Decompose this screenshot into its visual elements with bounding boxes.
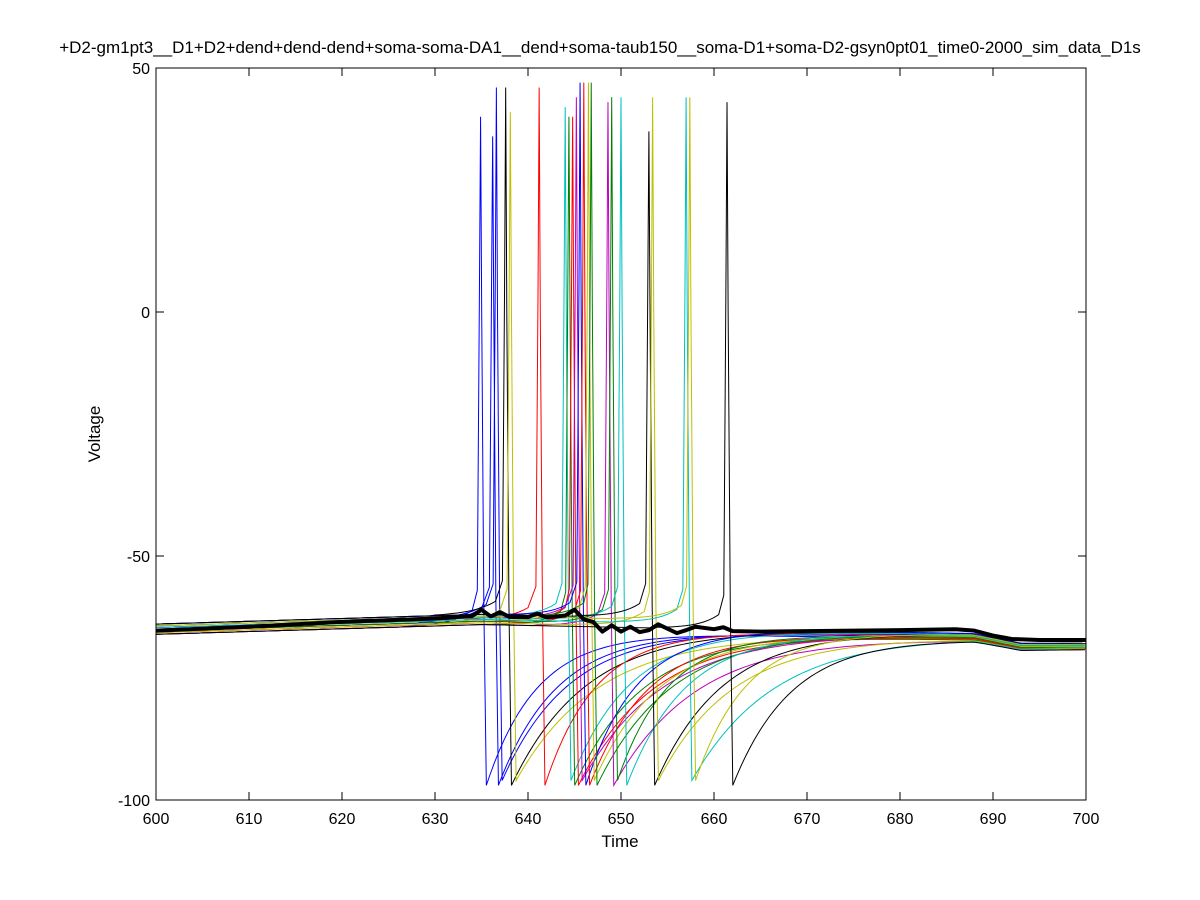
x-tick-label: 600 [143,811,170,828]
spike-trace [156,97,1086,781]
x-tick-label: 700 [1073,811,1100,828]
y-axis-label: Voltage [85,406,104,463]
x-tick-label: 610 [236,811,263,828]
spike-trace [156,97,1086,781]
y-tick-label: 50 [132,61,150,78]
x-tick-label: 670 [794,811,821,828]
x-tick-label: 640 [515,811,542,828]
x-axis-label: Time [601,832,638,851]
y-tick-label: -50 [127,549,150,566]
y-tick-label: -100 [118,793,150,810]
x-tick-label: 620 [329,811,356,828]
x-tick-label: 650 [608,811,635,828]
y-axis: 50 0 -50 -100 [118,61,1086,810]
x-axis: 600 610 620 630 640 650 660 670 680 690 700 [143,68,1100,828]
x-tick-label: 630 [422,811,449,828]
x-tick-label: 680 [887,811,914,828]
mean-trace-layer [155,607,1086,642]
x-tick-label: 660 [701,811,728,828]
spike-trace [156,97,1086,781]
x-tick-label: 690 [980,811,1007,828]
mean-trace [155,607,1086,642]
chart-title: +D2-gm1pt3__D1+D2+dend+dend-dend+soma-so… [59,38,1141,57]
y-tick-label: 0 [141,305,150,322]
